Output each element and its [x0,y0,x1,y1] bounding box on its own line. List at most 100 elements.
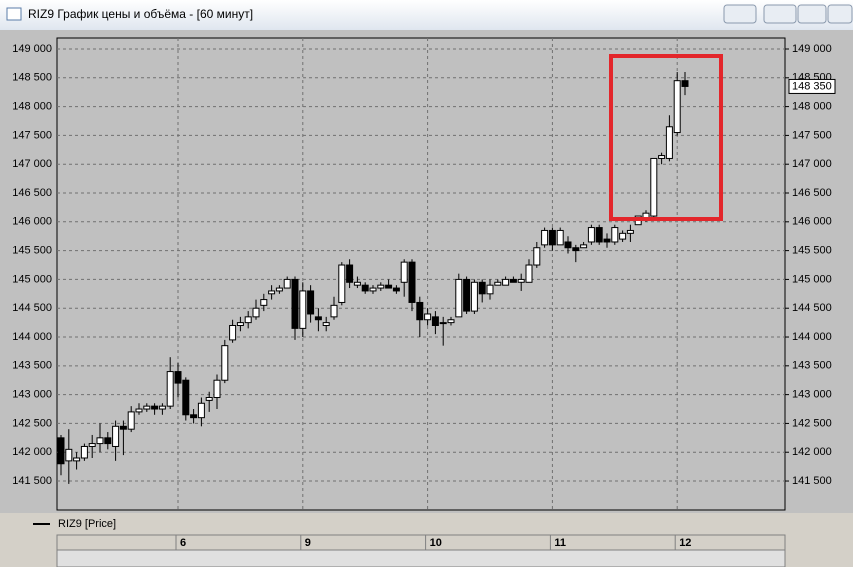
y-tick-label: 142 000 [12,446,52,458]
y2-tick-label: 147 000 [792,158,832,170]
candle-body [213,379,221,399]
pin-button[interactable] [723,4,757,24]
window-icon [6,7,22,21]
candle-body [268,290,276,295]
candle-body [447,319,455,324]
y2-tick-label: 146 000 [792,216,832,228]
y-tick-label: 146 500 [12,187,52,199]
y-tick-label: 148 500 [12,72,52,84]
y2-tick-label: 147 500 [792,129,832,141]
candle-body [361,284,369,292]
candle-body [517,278,525,283]
last-price-label: 148 350 [792,80,832,92]
candle-body [96,437,104,445]
candle-body [158,405,166,410]
candle-body [338,264,346,303]
candle-body [283,278,291,289]
candle-body [611,227,619,243]
candle-body [314,316,322,321]
close-button[interactable] [827,4,853,24]
candle-body [307,290,315,315]
y2-tick-label: 142 000 [792,446,832,458]
candle-body [494,281,502,286]
candle-body [65,448,73,462]
candle-body [346,264,354,283]
candle-body [431,316,439,326]
y2-tick-label: 148 000 [792,101,832,113]
candle-body [595,227,603,243]
candle-body [486,284,494,295]
candle-body [174,371,182,384]
y-tick-label: 142 500 [12,417,52,429]
candle-body [385,284,393,289]
y-tick-label: 141 500 [12,475,52,487]
y2-tick-label: 143 500 [792,360,832,372]
candle-body [603,238,611,243]
candle-body [580,244,588,249]
candle-body [190,414,198,419]
candle-body [673,80,681,134]
candle-body [291,278,299,329]
minimize-button[interactable] [763,4,797,24]
candle-body [424,313,432,321]
y-tick-label: 143 500 [12,360,52,372]
candle-body [135,408,143,413]
y2-tick-label: 146 500 [792,187,832,199]
candle-body [619,232,627,240]
highlight-box [609,54,723,221]
candle-body [587,227,595,243]
candle-body [439,322,447,325]
candle-body [104,437,112,445]
candle-body [151,405,159,410]
candle-body [665,126,673,159]
candle-body [330,304,338,318]
y2-tick-label: 149 000 [792,43,832,55]
y2-tick-label: 145 500 [792,245,832,257]
candle-body [73,457,81,462]
candle-body [221,345,229,381]
y-tick-label: 147 000 [12,158,52,170]
candle-body [548,229,556,246]
candle-body [260,299,268,306]
legend-label: RIZ9 [Price] [58,518,116,530]
candle-body [88,443,96,447]
candle-body [541,229,549,246]
candle-body [369,287,377,292]
candle-body [392,287,400,292]
candle-body [478,281,486,295]
x-tick-label: 12 [679,537,691,549]
y-tick-label: 147 500 [12,129,52,141]
candle-body [463,278,471,312]
x-tick-label: 6 [180,537,186,549]
y2-tick-label: 145 000 [792,273,832,285]
candle-body [244,316,252,324]
y-tick-label: 145 500 [12,245,52,257]
candle-body [533,247,541,266]
candle-body [182,379,190,416]
candle-body [564,241,572,249]
candle-body [509,278,517,283]
candle-body [650,157,658,217]
candle-body [143,405,151,410]
candle-body [127,411,135,430]
y2-tick-label: 144 500 [792,302,832,314]
y-tick-label: 143 000 [12,389,52,401]
y-tick-label: 145 000 [12,273,52,285]
title-bar [0,0,853,30]
x-tick-label: 11 [554,537,566,549]
candle-body [299,290,307,329]
candle-body [455,278,463,318]
maximize-button[interactable] [797,4,827,24]
candle-body [205,397,213,401]
candle-body [166,371,174,407]
y-tick-label: 148 000 [12,101,52,113]
candle-body [658,155,666,159]
candle-body [525,264,533,283]
candle-body [572,247,580,252]
candle-body [80,445,88,459]
candle-body [252,307,260,318]
candle-body [470,281,478,312]
y2-tick-label: 143 000 [792,389,832,401]
